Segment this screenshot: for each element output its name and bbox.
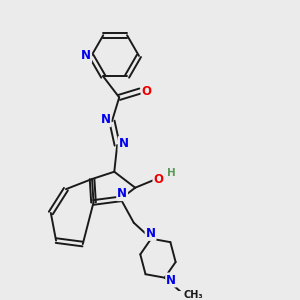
Text: N: N <box>81 50 91 62</box>
Text: CH₃: CH₃ <box>184 290 204 300</box>
Text: N: N <box>146 227 156 240</box>
Text: H: H <box>167 168 175 178</box>
Text: N: N <box>118 137 129 150</box>
Text: O: O <box>142 85 152 98</box>
Text: O: O <box>153 172 164 185</box>
Text: N: N <box>100 113 111 126</box>
Text: N: N <box>166 274 176 286</box>
Text: N: N <box>117 187 127 200</box>
